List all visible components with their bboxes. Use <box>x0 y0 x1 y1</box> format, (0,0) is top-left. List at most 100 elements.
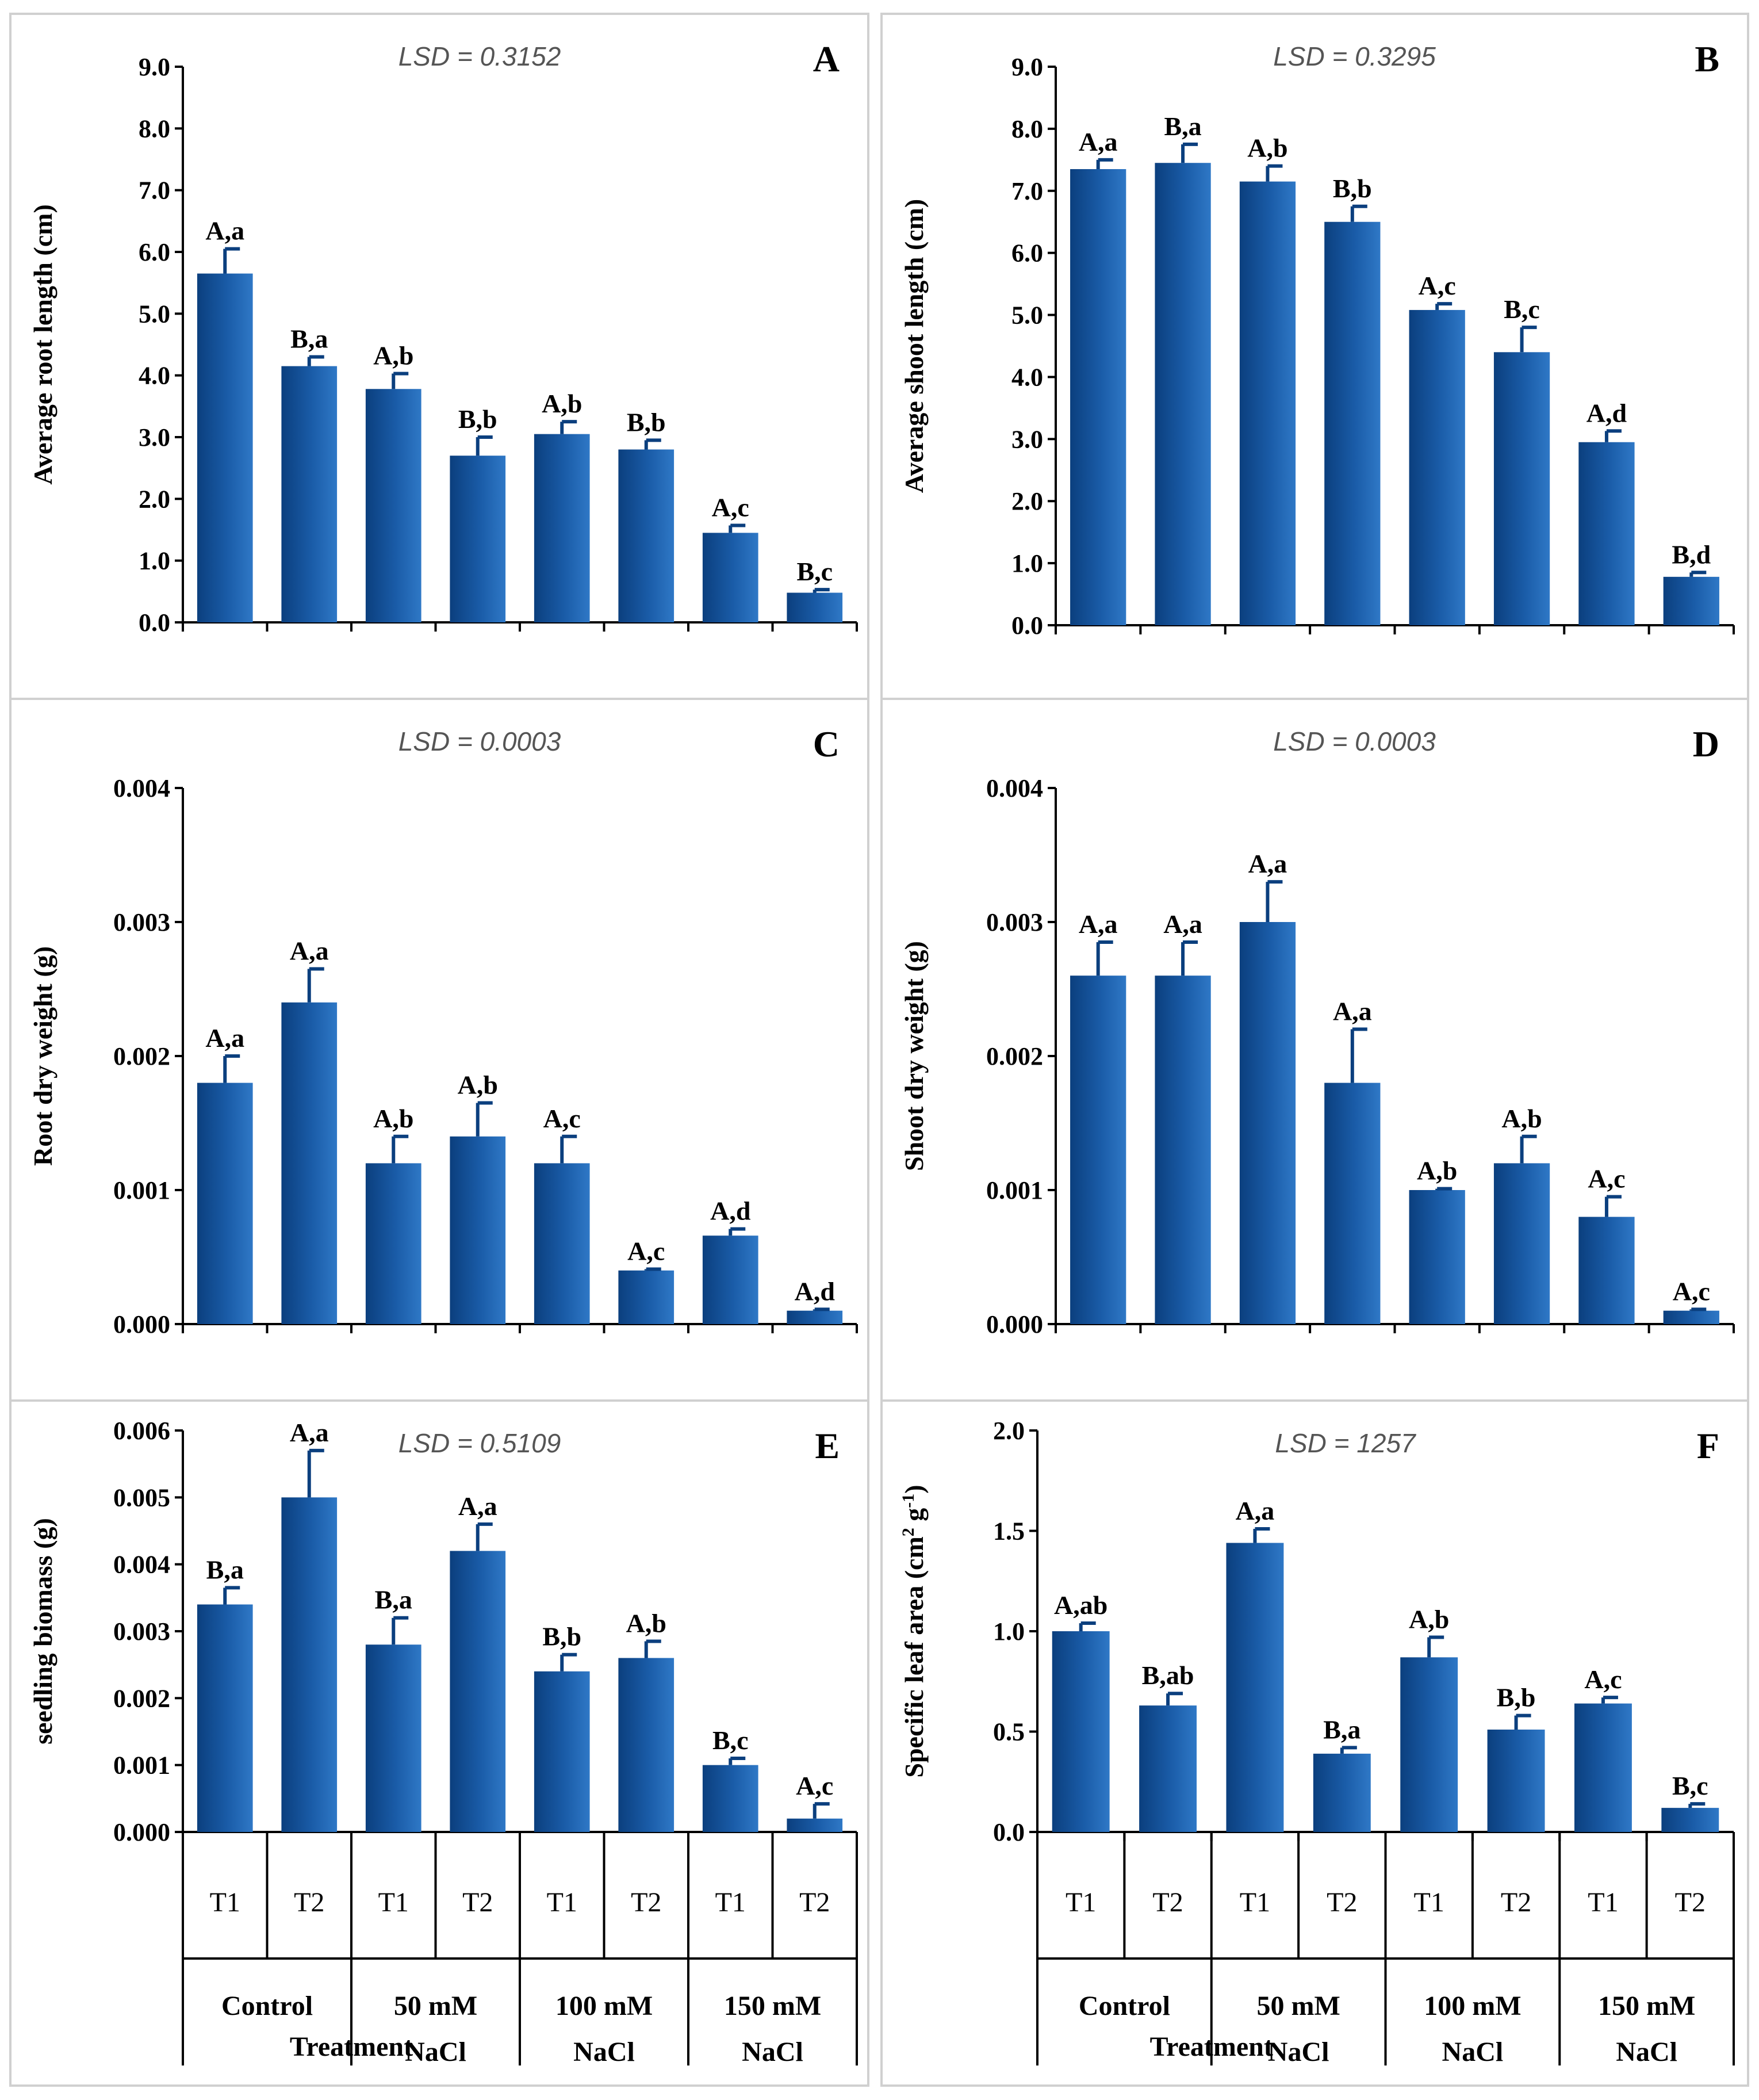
y-tick-label: 5.0 <box>1011 301 1043 330</box>
group-label-line2: NaCl <box>1442 2037 1504 2067</box>
bar <box>281 366 338 622</box>
bar-label: A,c <box>1588 1164 1625 1194</box>
bar <box>1409 309 1465 625</box>
y-tick-label: 1.0 <box>993 1617 1025 1646</box>
y-tick-label: 9.0 <box>1011 53 1043 81</box>
y-tick-label: 0.000 <box>986 1310 1043 1338</box>
group-label: Control <box>1079 1991 1170 2021</box>
bar-label: B,c <box>1504 294 1540 324</box>
y-axis-title-sup: 2 <box>899 1528 918 1536</box>
bar-label: A,c <box>796 1771 833 1800</box>
group-label-line2: NaCl <box>1268 2037 1329 2067</box>
bar <box>1313 1753 1371 1832</box>
group-label-line2: NaCl <box>405 2037 466 2067</box>
bar-label: B,c <box>712 1726 749 1755</box>
bar <box>281 1002 338 1324</box>
bar <box>702 1235 758 1324</box>
bar <box>1493 352 1550 625</box>
bar-label: A,c <box>627 1236 665 1265</box>
bar-label: A,a <box>290 1418 329 1447</box>
bar <box>365 1644 421 1832</box>
bar <box>534 1163 590 1324</box>
bar <box>1324 221 1381 625</box>
x-category-label: T2 <box>294 1887 324 1918</box>
y-tick-label: 9.0 <box>139 53 170 81</box>
bar <box>1052 1631 1110 1832</box>
bar <box>618 1658 675 1832</box>
panel-b: 0.0 1.0 2.0 3.0 4.0 5.0 6.0 7.0 8.0 9.0 A,a B,a A,b B… <box>880 13 1749 700</box>
x-category-label: T1 <box>1240 1887 1270 1918</box>
group-label: Control <box>221 1991 313 2021</box>
bar-label: A,a <box>1079 909 1118 939</box>
bar-label: A,d <box>1586 398 1627 427</box>
bar-label: B,a <box>375 1585 412 1615</box>
y-axis-title-part: g <box>899 1508 929 1528</box>
bar-label: B,b <box>542 1622 581 1651</box>
y-tick-label: 3.0 <box>139 423 170 452</box>
y-axis-title-part: ) <box>899 1485 929 1493</box>
y-tick-label: 7.0 <box>1011 177 1043 205</box>
x-category-label: T2 <box>1152 1887 1183 1918</box>
bar <box>1155 163 1211 625</box>
panel-letter: D <box>1693 724 1719 764</box>
y-axis-title: Average root length (cm) <box>28 204 58 485</box>
bar-label: A,c <box>1673 1276 1710 1306</box>
y-tick-label: 8.0 <box>1011 115 1043 143</box>
y-axis-title: Shoot dry weight (g) <box>899 941 929 1171</box>
panel-letter: A <box>813 39 840 79</box>
group-label-line2: NaCl <box>1616 2037 1677 2067</box>
bar-label: B,c <box>796 557 833 586</box>
y-tick-label: 0.000 <box>113 1310 170 1338</box>
y-axis-title: seedling biomass (g) <box>28 1518 58 1745</box>
bar-label: A,d <box>710 1196 751 1226</box>
bar-label: B,a <box>206 1555 244 1584</box>
group-label-line1: 150 mM <box>1598 1991 1695 2021</box>
bar-label: A,b <box>542 389 582 418</box>
group-label-line1: 50 mM <box>394 1991 477 2021</box>
x-category-label: T2 <box>1327 1887 1357 1918</box>
x-category-label: T1 <box>547 1887 577 1918</box>
panel-letter: F <box>1697 1425 1719 1466</box>
x-category-label: T2 <box>462 1887 493 1918</box>
bar <box>1578 442 1635 625</box>
bar-label: A,b <box>373 341 413 370</box>
x-category-label: T1 <box>1588 1887 1618 1918</box>
bar <box>702 1765 758 1832</box>
lsd-label: LSD = 1257 <box>1275 1428 1416 1458</box>
y-tick-label: 0.0 <box>139 609 170 637</box>
panel-letter: B <box>1695 39 1719 79</box>
y-tick-label: 0.000 <box>113 1818 170 1846</box>
y-axis-title-sup: -1 <box>899 1494 918 1508</box>
bar <box>1400 1657 1458 1832</box>
y-tick-label: 0.0 <box>1011 611 1043 640</box>
x-axis-title: Treatment <box>1150 2032 1273 2062</box>
lsd-label: LSD = 0.0003 <box>398 726 561 756</box>
y-tick-label: 0.002 <box>986 1042 1043 1070</box>
y-axis-title: Average shoot length (cm) <box>899 199 929 493</box>
lsd-label: LSD = 0.0003 <box>1273 726 1436 756</box>
panel-border <box>9 1399 869 2087</box>
y-tick-label: 0.002 <box>113 1042 170 1070</box>
y-tick-label: 0.005 <box>113 1483 170 1512</box>
y-axis-title-part: Specific leaf area (cm <box>899 1536 929 1777</box>
y-tick-label: 6.0 <box>139 238 170 266</box>
group-label-line1: 150 mM <box>724 1991 821 2021</box>
bar <box>534 1671 590 1832</box>
treatment-table: T1 T2 T1 T2 T1 T2 T1 T2 Control 50 mM NaCl 100 mM Na… <box>1036 1832 1735 2067</box>
y-tick-label: 4.0 <box>1011 363 1043 391</box>
bar-label: A,c <box>1419 271 1456 300</box>
x-category-label: T1 <box>210 1887 240 1918</box>
treatment-table: T1 T2 T1 T2 T1 T2 T1 T2 Control 50 mM NaCl 100 mM Na… <box>182 1832 858 2067</box>
panel-border <box>880 1399 1749 2087</box>
bar <box>197 1082 253 1324</box>
bar-label: A,b <box>458 1070 498 1100</box>
bar <box>1070 976 1126 1324</box>
y-tick-label: 2.0 <box>139 485 170 513</box>
bar-label: B,a <box>1323 1715 1361 1744</box>
bar-label: A,a <box>1333 996 1372 1026</box>
group-label-line1: 100 mM <box>555 1991 653 2021</box>
panel-letter: C <box>813 724 840 764</box>
bar-label: A,ab <box>1054 1590 1107 1620</box>
y-tick-label: 2.0 <box>1011 487 1043 515</box>
x-axis-title: Treatment <box>290 2032 413 2062</box>
